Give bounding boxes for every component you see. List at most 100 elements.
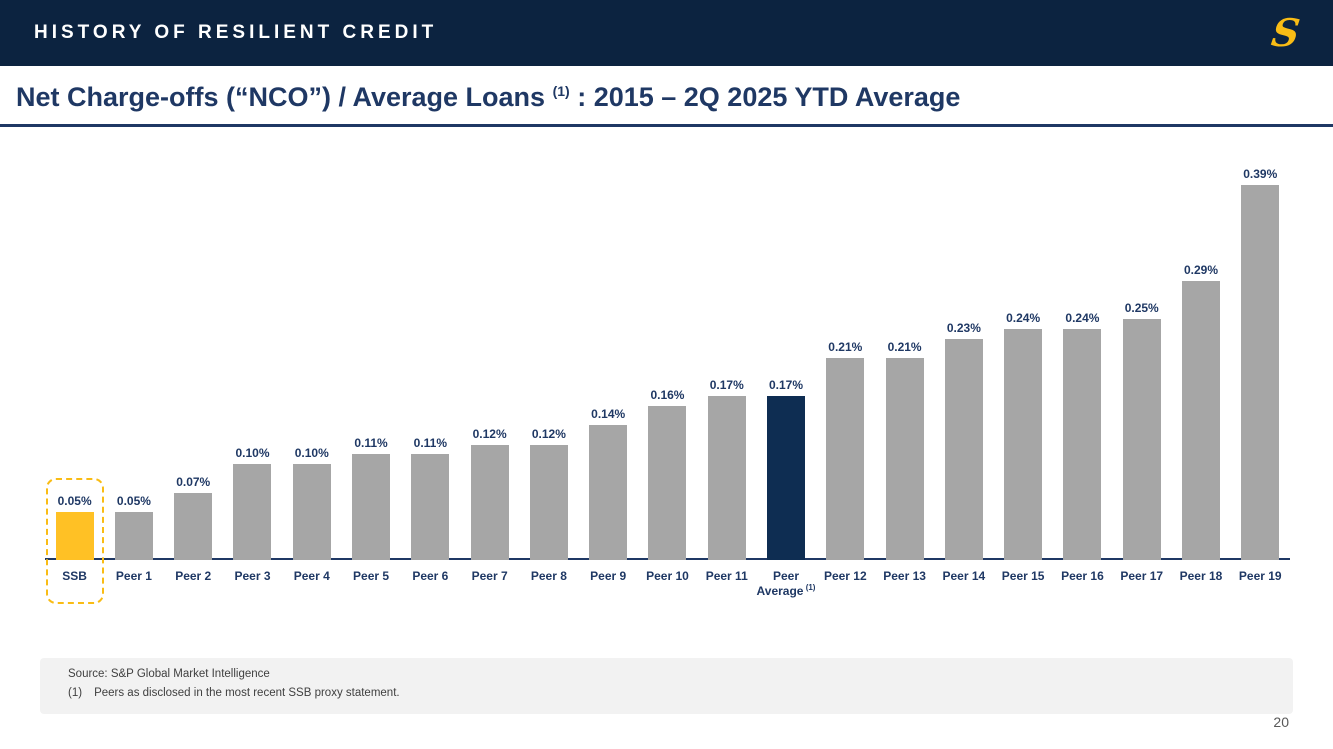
header-title: HISTORY OF RESILIENT CREDIT [34, 22, 438, 43]
bar-column: 0.29% Peer 18 [1171, 153, 1230, 608]
bar-value-label: 0.17% [769, 378, 804, 392]
bar-value-label: 0.17% [709, 378, 744, 392]
bar-axis-label: Peer 6 [412, 569, 449, 583]
bar [1004, 329, 1043, 560]
bar-axis-label: Peer 11 [705, 569, 748, 583]
bar-column: 0.17% Peer Average (1) [756, 153, 816, 608]
bar-axis-label: Peer 18 [1179, 569, 1223, 583]
page-number: 20 [1273, 714, 1289, 730]
bar-column: 0.07% Peer 2 [164, 153, 223, 608]
bar-value-label: 0.05% [116, 494, 151, 508]
slide-header: HISTORY OF RESILIENT CREDIT S [0, 0, 1333, 66]
bar-axis-label: Peer 5 [353, 569, 390, 583]
bar [233, 464, 272, 560]
bar [529, 445, 568, 560]
bar-axis-label: Peer 7 [471, 569, 508, 583]
bar-column: 0.11% Peer 5 [341, 153, 400, 608]
bar-column: 0.05% Peer 1 [104, 153, 163, 608]
footnote: (1) Peers as disclosed in the most recen… [68, 687, 1293, 699]
bar-column: 0.24% Peer 15 [994, 153, 1053, 608]
bar-axis-label: Peer 13 [883, 569, 926, 583]
bar-column: 0.16% Peer 10 [638, 153, 697, 608]
axis-label-footnote-ref: (1) [803, 583, 816, 593]
bar-axis-label: Peer 10 [646, 569, 689, 583]
bar-column: 0.12% Peer 7 [460, 153, 519, 608]
bar-value-label: 0.12% [531, 427, 566, 441]
slide-title-tail: : 2015 – 2Q 2025 YTD Average [569, 82, 961, 112]
bar [885, 358, 924, 560]
bar-axis-label: Peer 16 [1061, 569, 1104, 583]
bar-axis-label: Peer 3 [234, 569, 271, 583]
bar-axis-label: SSB [62, 569, 87, 583]
footer-box: Source: S&P Global Market Intelligence (… [40, 658, 1293, 714]
bar-columns: 0.05% SSB 0.05% Peer 1 0.07% Peer 2 0.10% Peer … [45, 153, 1290, 608]
bar-column: 0.24% Peer 16 [1053, 153, 1112, 608]
bar [1181, 281, 1220, 560]
bar-value-label: 0.14% [591, 407, 626, 421]
bar-column: 0.21% Peer 13 [875, 153, 934, 608]
bar-value-label: 0.23% [946, 321, 981, 335]
bar-value-label: 0.11% [354, 436, 388, 450]
bar [767, 396, 806, 560]
bar [826, 358, 865, 560]
bar-column: 0.11% Peer 6 [401, 153, 460, 608]
bar-column: 0.10% Peer 3 [223, 153, 282, 608]
bar-axis-label: Peer 9 [590, 569, 627, 583]
bar-value-label: 0.16% [650, 388, 685, 402]
slide-title-main: Net Charge-offs (“NCO”) / Average Loans [16, 82, 553, 112]
bar-axis-label: Peer 8 [530, 569, 567, 583]
bar-value-label: 0.39% [1243, 167, 1278, 181]
bar [292, 464, 331, 560]
bar [55, 512, 94, 560]
slide-title: Net Charge-offs (“NCO”) / Average Loans … [16, 82, 1317, 113]
bar-value-label: 0.21% [887, 340, 922, 354]
bar-value-label: 0.10% [294, 446, 329, 460]
bar [707, 396, 746, 560]
bar-value-label: 0.25% [1124, 301, 1159, 315]
bar-column: 0.21% Peer 12 [816, 153, 875, 608]
bar [352, 454, 391, 560]
slide-title-footnote-ref: (1) [552, 83, 570, 99]
bar-axis-label: Peer 14 [942, 569, 986, 583]
bar-value-label: 0.12% [472, 427, 507, 441]
bar [589, 425, 628, 560]
bar [944, 339, 983, 560]
brand-logo-icon: S [1268, 10, 1303, 55]
footnote-marker: (1) [68, 687, 83, 699]
source-text: Source: S&P Global Market Intelligence [68, 668, 270, 680]
bar-axis-label: Peer 17 [1120, 569, 1164, 583]
bar [174, 493, 213, 560]
bar-column: 0.12% Peer 8 [519, 153, 578, 608]
bar [1063, 329, 1102, 560]
bar-value-label: 0.21% [828, 340, 863, 354]
bar [648, 406, 687, 560]
bar-value-label: 0.29% [1183, 263, 1218, 277]
bar-axis-label: Peer 2 [175, 569, 212, 583]
bar-value-label: 0.24% [1006, 311, 1041, 325]
bar-column: 0.39% Peer 19 [1231, 153, 1290, 608]
bar-value-label: 0.07% [176, 475, 211, 489]
bar-value-label: 0.24% [1065, 311, 1100, 325]
bar-column: 0.23% Peer 14 [934, 153, 993, 608]
bar [1241, 185, 1280, 560]
bar-column: 0.10% Peer 4 [282, 153, 341, 608]
bar-value-label: 0.10% [235, 446, 270, 460]
bar [114, 512, 153, 560]
nco-bar-chart: 0.05% SSB 0.05% Peer 1 0.07% Peer 2 0.10% Peer … [45, 153, 1290, 608]
footnote-text: Peers as disclosed in the most recent SS… [94, 687, 400, 699]
bar-column: 0.14% Peer 9 [579, 153, 638, 608]
bar [411, 454, 450, 560]
bar [470, 445, 509, 560]
bar [1122, 319, 1161, 560]
bar-column: 0.25% Peer 17 [1112, 153, 1171, 608]
title-divider [0, 124, 1333, 127]
bar-column: 0.17% Peer 11 [697, 153, 756, 608]
bar-axis-label: Peer 15 [1001, 569, 1045, 583]
bar-axis-label: Peer 12 [823, 569, 867, 583]
ssb-highlight-box [45, 478, 104, 604]
bar-value-label: 0.05% [57, 494, 92, 508]
bar-axis-label: Peer 4 [293, 569, 330, 583]
bar-column: 0.05% SSB [45, 153, 104, 608]
bar-axis-label: Peer 1 [115, 569, 152, 583]
bar-axis-label: Peer 19 [1238, 569, 1282, 583]
